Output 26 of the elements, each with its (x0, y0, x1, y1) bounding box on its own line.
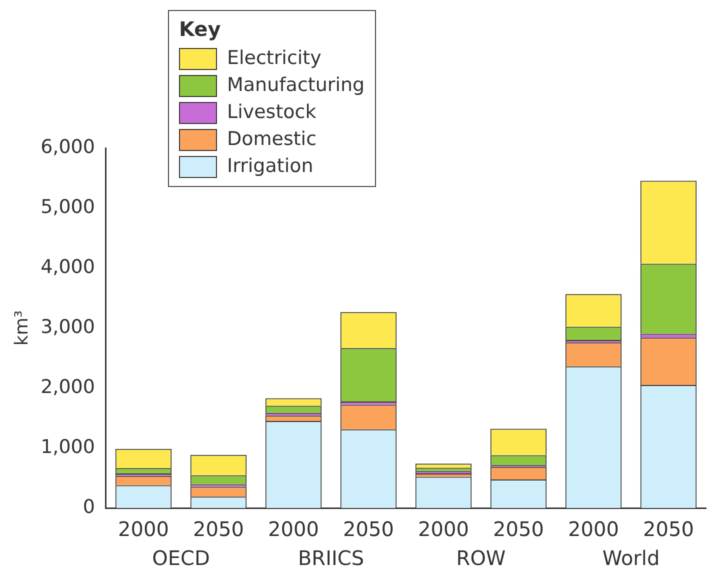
y-tick-label: 0 (82, 496, 95, 518)
legend-label: Manufacturing (227, 73, 365, 98)
y-tick-label: 1,000 (40, 436, 95, 458)
legend-label: Livestock (227, 100, 316, 125)
y-axis-title: km³ (11, 310, 32, 346)
x-tick-label: 2050 (643, 517, 694, 542)
x-tick-label: 2050 (493, 517, 544, 542)
y-tick-label: 2,000 (40, 376, 95, 398)
x-tick-label: 2000 (568, 517, 619, 542)
x-tick-label: 2000 (118, 517, 169, 542)
legend-label: Domestic (227, 127, 317, 152)
text: World (602, 546, 660, 570)
x-tick-label: 2050 (343, 517, 394, 542)
x-tick-label: 2000 (268, 517, 319, 542)
text: ROW (456, 546, 506, 570)
x-tick-label: 2000 (418, 517, 469, 542)
y-tick-label: 5,000 (40, 196, 95, 218)
y-tick-label: 6,000 (40, 136, 95, 158)
legend-title: Key (179, 17, 222, 41)
y-tick-label: 4,000 (40, 256, 95, 278)
x-tick-label: 2050 (193, 517, 244, 542)
legend-label: Electricity (227, 46, 322, 71)
text: BRIICS (298, 546, 364, 570)
legend-label: Irrigation (227, 154, 314, 179)
y-tick-label: 3,000 (40, 316, 95, 338)
text: OECD (152, 546, 210, 570)
